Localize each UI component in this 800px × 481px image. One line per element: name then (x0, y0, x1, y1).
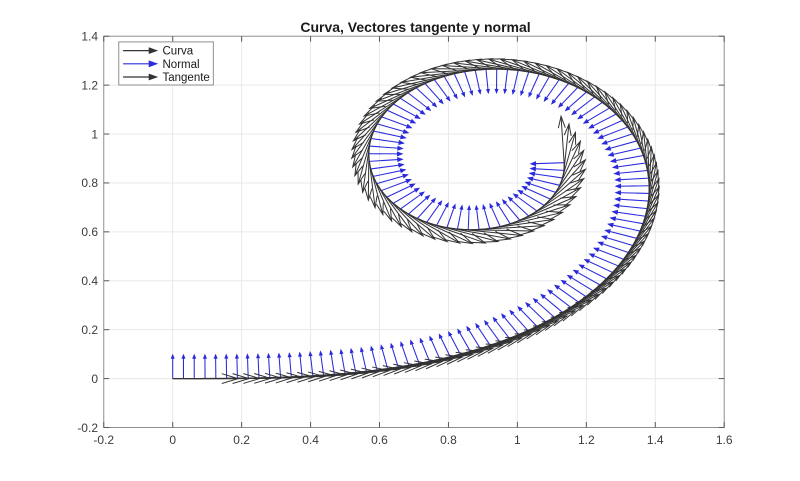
svg-text:0.4: 0.4 (302, 433, 319, 447)
svg-text:Normal: Normal (163, 59, 200, 71)
svg-text:0.2: 0.2 (233, 433, 250, 447)
svg-text:0.8: 0.8 (440, 433, 457, 447)
svg-text:1.2: 1.2 (81, 78, 98, 92)
svg-text:1.2: 1.2 (578, 433, 595, 447)
svg-text:-0.2: -0.2 (93, 433, 114, 447)
svg-text:-0.2: -0.2 (77, 421, 98, 435)
svg-text:0.6: 0.6 (371, 433, 388, 447)
svg-text:Curva, Vectores tangente y nor: Curva, Vectores tangente y normal (300, 19, 530, 35)
svg-text:0.2: 0.2 (81, 323, 98, 337)
svg-text:Curva: Curva (163, 46, 194, 58)
svg-text:0: 0 (169, 433, 176, 447)
svg-text:0.6: 0.6 (81, 225, 98, 239)
svg-text:1.4: 1.4 (81, 30, 98, 44)
svg-text:1: 1 (514, 433, 521, 447)
svg-text:1.4: 1.4 (647, 433, 664, 447)
svg-text:0.4: 0.4 (81, 274, 98, 288)
svg-text:1: 1 (91, 127, 98, 141)
svg-text:0: 0 (91, 372, 98, 386)
svg-text:1.6: 1.6 (716, 433, 733, 447)
svg-text:Tangente: Tangente (163, 72, 210, 84)
svg-text:0.8: 0.8 (81, 176, 98, 190)
